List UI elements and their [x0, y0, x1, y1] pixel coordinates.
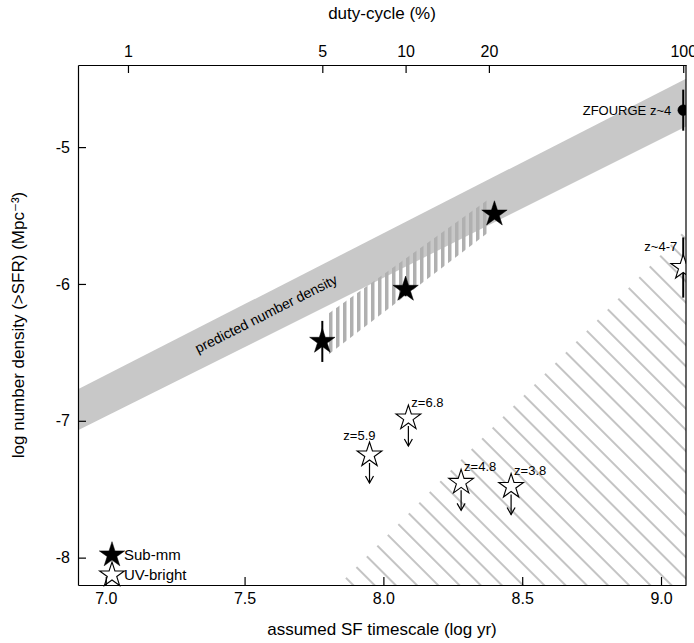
upper-limit-arrow [457, 490, 465, 510]
tick-label: 8.0 [373, 590, 395, 607]
upper-limit-arrow [404, 426, 412, 446]
tick-label: 100 [670, 43, 694, 60]
tick: 1 [124, 43, 133, 73]
tick-label: -5 [56, 139, 70, 156]
arrow-head [507, 507, 515, 514]
tick: 8.0 [373, 577, 395, 607]
arrow-head [457, 503, 465, 510]
tick: 100 [670, 43, 694, 73]
tick-label: 10 [397, 43, 415, 60]
tick-mark [78, 421, 86, 422]
legend: Sub-mm UV-bright [99, 542, 187, 586]
tick-mark [661, 577, 662, 585]
band-label: predicted number density [192, 271, 340, 356]
tick-label: 20 [480, 43, 498, 60]
tick: 7.0 [95, 577, 117, 607]
y-axis-title: log number density (>SFR) (Mpc⁻³) [9, 192, 28, 458]
submm-band [328, 199, 489, 355]
tick-label: 7.5 [234, 590, 256, 607]
prediction-band [78, 79, 686, 431]
tick-mark [322, 65, 323, 73]
legend-label: Sub-mm [124, 546, 181, 563]
tick: 5 [318, 43, 327, 73]
tick-mark [128, 65, 129, 73]
legend-symbol [100, 562, 125, 586]
axis-line [78, 66, 79, 586]
legend-label: UV-bright [124, 566, 187, 583]
point [357, 442, 382, 466]
tick: -7 [56, 412, 86, 429]
annotations: predicted number density z=5.9 z=6.8 z=4.8 z… [192, 103, 677, 478]
upper-limit-arrow [507, 494, 515, 514]
tick: 7.5 [234, 577, 256, 607]
tick-label: 7.0 [95, 590, 117, 607]
point [671, 255, 686, 279]
tick-mark [383, 577, 384, 585]
tick-mark [106, 577, 107, 585]
arrow-head [404, 439, 412, 446]
point-label: z=6.8 [411, 395, 443, 410]
tick-mark [78, 147, 86, 148]
arrow-head [366, 476, 374, 483]
arrow-shaft [461, 490, 462, 510]
axis-line [79, 585, 687, 586]
tick-label: 8.5 [512, 590, 534, 607]
frame-right [685, 65, 686, 585]
axis: -8 -7 -6 -5 [56, 66, 86, 586]
tick-mark [244, 577, 245, 585]
tick-label: -7 [56, 412, 70, 429]
axis-line [79, 65, 687, 66]
tick-label: 5 [318, 43, 327, 60]
chart: predicted number density z=5.9 z=6.8 z=4.8 z… [0, 0, 694, 643]
tick: -8 [56, 549, 86, 566]
tick: 20 [480, 43, 498, 73]
tick-mark [683, 65, 684, 73]
point-label: ZFOURGE z~4 [583, 103, 672, 118]
tick-label: -8 [56, 549, 70, 566]
arrow-shaft [369, 463, 370, 483]
point-label: z=4.8 [464, 459, 496, 474]
point [393, 276, 418, 300]
tick-mark [522, 577, 523, 585]
tick-label: 9.0 [650, 590, 672, 607]
point-label: z=5.9 [343, 428, 375, 443]
tick-mark [489, 65, 490, 73]
plot-area [78, 79, 686, 585]
tick-mark [405, 65, 406, 73]
point-label: z~4-7 [644, 239, 677, 254]
x-axis-title: assumed SF timescale (log yr) [267, 620, 497, 639]
point-label: z=3.8 [514, 463, 546, 478]
tick: 8.5 [512, 577, 534, 607]
tick-label: -6 [56, 276, 70, 293]
x2-axis-title: duty-cycle (%) [328, 4, 436, 23]
tick: -6 [56, 276, 86, 293]
point [310, 328, 335, 352]
point [678, 105, 686, 116]
upper-limit-arrow [366, 463, 374, 483]
tick: -5 [56, 139, 86, 156]
tick: 10 [397, 43, 415, 73]
arrow-shaft [408, 426, 409, 446]
tick-label: 1 [124, 43, 133, 60]
tick-mark [78, 558, 86, 559]
axis: 7.0 7.5 8.0 8.5 9.0 [79, 577, 687, 607]
tick: 9.0 [650, 577, 672, 607]
axis: 1 5 10 20 100 [79, 43, 694, 73]
tick-mark [78, 284, 86, 285]
arrow-shaft [510, 494, 511, 514]
point [482, 201, 507, 225]
